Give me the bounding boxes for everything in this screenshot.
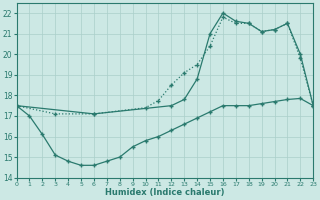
X-axis label: Humidex (Indice chaleur): Humidex (Indice chaleur) [105, 188, 225, 197]
